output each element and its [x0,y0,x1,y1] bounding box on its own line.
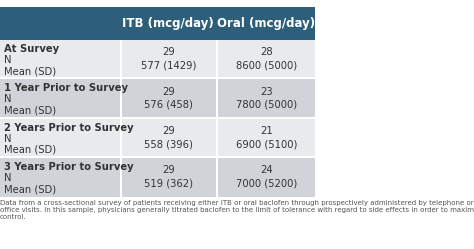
Bar [218,40,315,79]
Text: 24: 24 [260,165,273,175]
Text: 7000 (5200): 7000 (5200) [236,179,297,188]
Bar [120,79,122,119]
Bar [0,40,120,79]
Bar [122,158,216,197]
Bar [120,40,122,79]
Text: 2 Years Prior to Survey: 2 Years Prior to Survey [4,123,133,132]
Bar [120,158,122,197]
Text: 6900 (5100): 6900 (5100) [236,139,297,149]
Bar [216,119,218,158]
Text: Mean (SD): Mean (SD) [4,145,56,155]
Bar [216,40,218,79]
Text: N: N [4,134,11,144]
Bar [218,158,315,197]
Text: 577 (1429): 577 (1429) [141,61,197,70]
Text: 7800 (5000): 7800 (5000) [236,100,297,110]
Text: 8600 (5000): 8600 (5000) [236,61,297,70]
Text: N: N [4,55,11,65]
Text: Mean (SD): Mean (SD) [4,184,56,194]
Text: 23: 23 [260,87,273,97]
Text: 29: 29 [163,165,175,175]
Bar [0,156,315,158]
Text: 29: 29 [163,47,175,57]
Text: 1 Year Prior to Survey: 1 Year Prior to Survey [4,83,128,93]
Text: 558 (396): 558 (396) [145,139,193,149]
Bar [0,117,315,119]
Text: 29: 29 [163,126,175,136]
Bar [0,79,120,119]
Bar [122,79,216,119]
Bar [218,119,315,158]
Text: 576 (458): 576 (458) [145,100,193,110]
Bar [122,40,216,79]
Bar [0,158,120,197]
Text: Data from a cross-sectional survey of patients receiving either ITB or oral bacl: Data from a cross-sectional survey of pa… [0,200,474,220]
Text: N: N [4,173,11,183]
Bar [120,119,122,158]
Text: N: N [4,94,11,104]
Text: 3 Years Prior to Survey: 3 Years Prior to Survey [4,162,133,172]
Text: Oral (mcg/day): Oral (mcg/day) [217,17,315,30]
Bar [216,79,218,119]
Bar [122,119,216,158]
Text: 29: 29 [163,87,175,97]
Text: 21: 21 [260,126,273,136]
Text: ITB (mcg/day): ITB (mcg/day) [122,17,214,30]
Text: 28: 28 [260,47,273,57]
Bar [218,79,315,119]
Bar [0,119,120,158]
Bar [216,158,218,197]
Text: Mean (SD): Mean (SD) [4,66,56,76]
Text: 519 (362): 519 (362) [145,179,193,188]
Text: Mean (SD): Mean (SD) [4,106,56,116]
Bar [0,7,315,40]
Text: At Survey: At Survey [4,44,59,54]
Bar [0,77,315,79]
